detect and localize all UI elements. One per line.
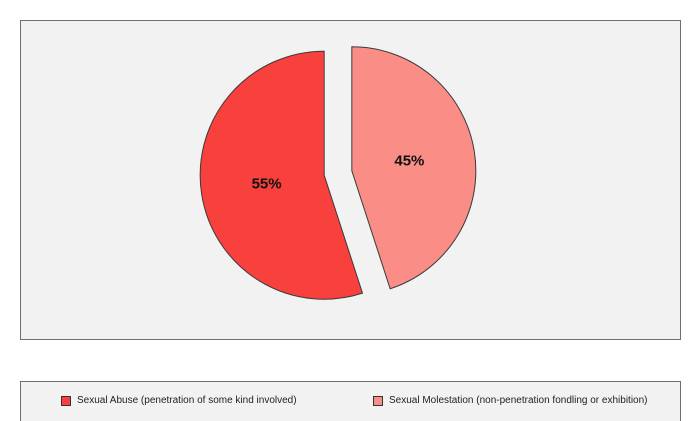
chart-plot-area: 55% 45% bbox=[20, 20, 681, 340]
pie-label-sexual-molestation: 45% bbox=[394, 153, 424, 170]
legend-label-sexual-abuse: Sexual Abuse (penetration of some kind i… bbox=[77, 395, 297, 406]
legend-swatch-sexual-abuse bbox=[61, 395, 71, 406]
legend-item-sexual-molestation: Sexual Molestation (non-penetration fond… bbox=[373, 395, 648, 406]
legend-swatch-sexual-molestation bbox=[373, 395, 383, 406]
pie-slice-sexual-molestation bbox=[351, 46, 477, 290]
pie-label-sexual-abuse: 55% bbox=[252, 175, 282, 192]
chart-legend: Sexual Abuse (penetration of some kind i… bbox=[20, 381, 681, 421]
legend-label-sexual-molestation: Sexual Molestation (non-penetration fond… bbox=[389, 395, 648, 406]
pie-chart: 55% 45% bbox=[199, 46, 477, 300]
legend-item-sexual-abuse: Sexual Abuse (penetration of some kind i… bbox=[61, 395, 297, 406]
pie-slice-sexual-abuse bbox=[199, 50, 364, 300]
